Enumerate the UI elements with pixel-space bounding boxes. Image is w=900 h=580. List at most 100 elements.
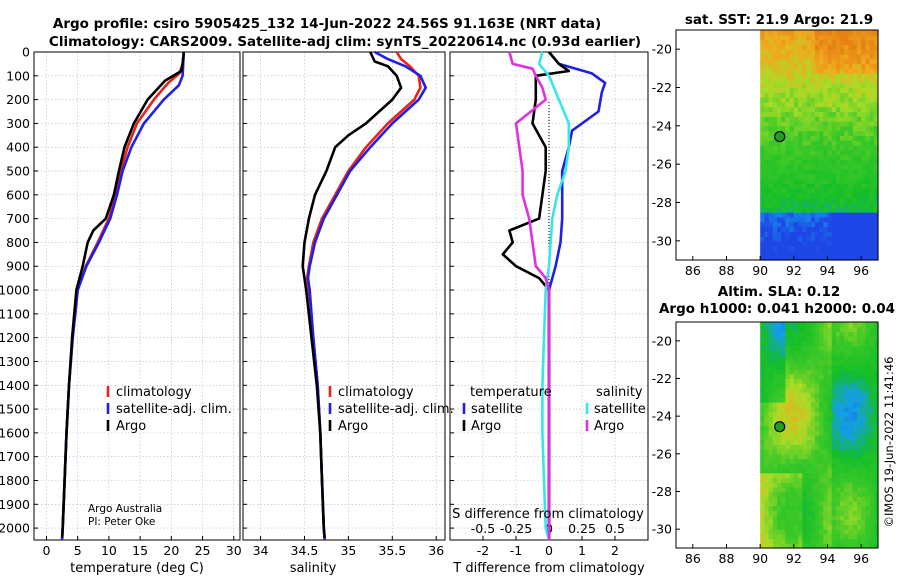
heatmap-cell — [835, 173, 841, 180]
heatmap-cell — [840, 326, 845, 332]
heatmap-cell — [810, 505, 816, 511]
heatmap-cell — [793, 411, 799, 417]
heatmap-cell — [793, 202, 799, 208]
heatmap-cell — [869, 425, 875, 431]
heatmap-cell — [857, 482, 862, 488]
heatmap-cell — [840, 34, 845, 41]
heatmap-cell — [789, 173, 795, 180]
heatmap-cell — [848, 439, 854, 445]
heatmap-cell — [819, 326, 824, 332]
heatmap-cell — [823, 491, 829, 497]
heatmap-cell — [819, 477, 824, 483]
y-tick-label: 800 — [6, 235, 30, 250]
heatmap-cell — [802, 500, 808, 507]
heatmap-cell — [806, 350, 812, 356]
heatmap-cell — [861, 192, 866, 199]
heatmap-cell — [798, 383, 803, 389]
heatmap-cell — [806, 543, 812, 549]
heatmap-cell — [810, 106, 816, 113]
heatmap-cell — [827, 231, 833, 237]
heatmap-cell — [810, 420, 816, 427]
heatmap-cell — [798, 97, 803, 103]
heatmap-cell — [814, 331, 820, 337]
heatmap-cell — [857, 68, 862, 74]
heatmap-cell — [798, 411, 803, 417]
heatmap-cell — [793, 250, 799, 256]
heatmap-cell — [865, 49, 871, 55]
heatmap-cell — [793, 435, 799, 441]
heatmap-cell — [865, 420, 871, 427]
heatmap-cell — [852, 359, 858, 365]
heatmap-cell — [861, 505, 866, 511]
heatmap-cell — [865, 453, 871, 460]
heatmap-cell — [814, 34, 820, 41]
heatmap-cell — [777, 183, 782, 189]
temperature-xlabel: temperature (deg C) — [70, 561, 204, 576]
heatmap-cell — [861, 369, 866, 375]
heatmap-cell — [802, 116, 808, 122]
heatmap-cell — [772, 477, 778, 483]
heatmap-cell — [831, 411, 837, 417]
heatmap-cell — [857, 439, 862, 445]
heatmap-cell — [764, 130, 770, 136]
heatmap-cell — [835, 543, 841, 549]
heatmap-cell — [798, 121, 803, 127]
heatmap-cell — [848, 435, 854, 441]
heatmap-cell — [861, 435, 866, 441]
heatmap-cell — [802, 420, 808, 427]
heatmap-cell — [789, 192, 795, 199]
heatmap-cell — [764, 373, 770, 380]
heatmap-cell — [764, 159, 770, 165]
heatmap-cell — [819, 188, 824, 194]
heatmap-cell — [844, 54, 850, 60]
heatmap-cell — [798, 322, 803, 328]
heatmap-cell — [857, 420, 862, 427]
heatmap-cell — [806, 183, 812, 189]
heatmap-cell — [835, 364, 841, 370]
heatmap-cell — [760, 49, 765, 55]
x-tick-label: 90 — [752, 263, 768, 278]
heatmap-cell — [819, 420, 824, 427]
heatmap-cell — [848, 111, 854, 117]
legend-title-salinity: salinity — [596, 385, 643, 400]
heatmap-cell — [827, 221, 833, 228]
x2-tick-label: 0.5 — [605, 521, 625, 536]
heatmap-cell — [844, 130, 850, 136]
heatmap-cell — [869, 135, 875, 141]
heatmap-cell — [789, 44, 795, 50]
heatmap-cell — [835, 68, 841, 74]
heatmap-cell — [819, 49, 824, 55]
heatmap-cell — [844, 383, 850, 389]
heatmap-cell — [835, 97, 841, 103]
heatmap-cell — [806, 140, 812, 146]
heatmap-cell — [760, 125, 765, 132]
heatmap-cell — [777, 468, 782, 474]
heatmap-cell — [798, 331, 803, 337]
argo-location-marker — [774, 130, 786, 143]
heatmap-cell — [802, 397, 808, 403]
heatmap-cell — [814, 355, 820, 361]
heatmap-cell — [873, 44, 879, 50]
heatmap-cell — [793, 68, 799, 74]
heatmap-cell — [835, 411, 841, 417]
heatmap-cell — [840, 453, 845, 460]
heatmap-cell — [840, 336, 845, 342]
heatmap-cell — [844, 444, 850, 450]
heatmap-cell — [823, 92, 829, 98]
heatmap-cell — [835, 373, 841, 380]
heatmap-cell — [873, 416, 879, 422]
heatmap-cell — [819, 486, 824, 493]
heatmap-cell — [802, 435, 808, 441]
heatmap-cell — [793, 173, 799, 180]
heatmap-cell — [781, 543, 786, 549]
heatmap-cell — [852, 39, 858, 45]
heatmap-cell — [768, 212, 774, 218]
heatmap-cell — [848, 416, 854, 422]
heatmap-cell — [768, 44, 774, 50]
heatmap-cell — [869, 524, 875, 530]
heatmap-cell — [777, 373, 782, 380]
heatmap-cell — [835, 340, 841, 347]
heatmap-cell — [831, 159, 837, 165]
heatmap-cell — [831, 378, 837, 384]
heatmap-cell — [810, 39, 816, 45]
